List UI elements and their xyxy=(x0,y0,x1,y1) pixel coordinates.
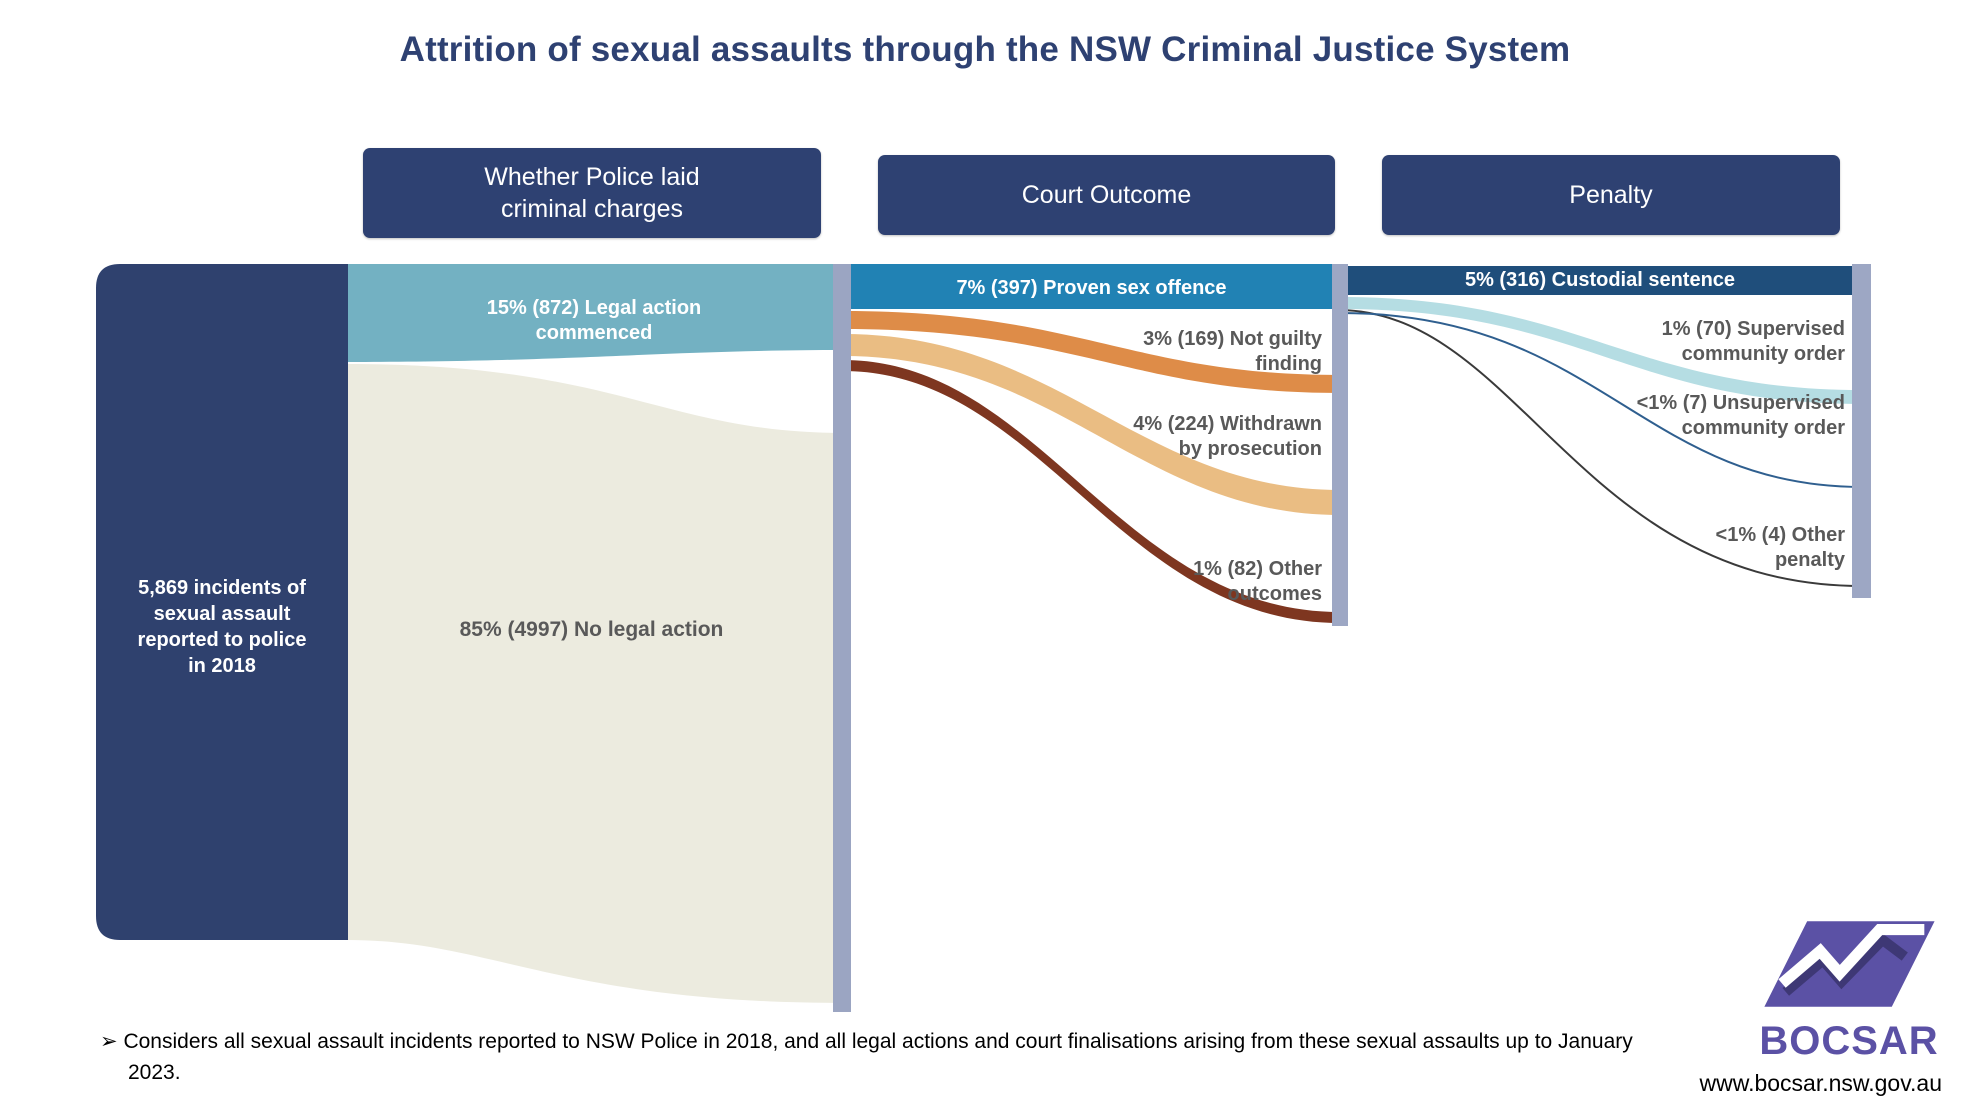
label-line: community order xyxy=(1681,417,1845,439)
column-header-penalty: Penalty xyxy=(1382,155,1840,235)
police-node-bar xyxy=(833,264,851,1012)
label-line: 3% (169) Not guilty xyxy=(1143,328,1322,350)
flow-withdrawn-by-prosecution xyxy=(843,334,1340,515)
bocsar-logo-word: BOCSAR xyxy=(1759,1019,1939,1063)
footnote-bullet-icon: ➢ xyxy=(100,1030,118,1053)
label-legal-action-commenced: 15% (872) Legal action commenced xyxy=(355,296,833,346)
footnote-text: Considers all sexual assault incidents r… xyxy=(117,1030,1633,1084)
flow-unsupervised-community-order xyxy=(1339,312,1863,488)
label-line: <1% (4) Other xyxy=(1715,524,1845,546)
label-other-penalty: <1% (4) Other penalty xyxy=(1580,523,1845,573)
flow-proven-sex-offence xyxy=(843,264,1340,309)
bocsar-logo-mark-icon xyxy=(1764,921,1935,1007)
label-unsupervised-community-order: <1% (7) Unsupervised community order xyxy=(1580,391,1845,441)
label-withdrawn-by-prosecution: 4% (224) Withdrawn by prosecution xyxy=(1060,412,1322,462)
label-no-legal-action: 85% (4997) No legal action xyxy=(350,617,833,642)
court-node-bar xyxy=(1332,264,1348,626)
column-header-police-charges-text: Whether Police laid criminal charges xyxy=(484,161,699,225)
label-line: 7% (397) Proven sex offence xyxy=(956,277,1227,299)
source-node-line: reported to police xyxy=(137,629,307,651)
source-node-line: sexual assault xyxy=(153,603,291,625)
bocsar-logo: BOCSAR xyxy=(1756,916,1942,1064)
header-line: Court Outcome xyxy=(1021,181,1192,209)
label-line: commenced xyxy=(535,322,653,344)
flow-other-penalty xyxy=(1339,309,1863,587)
label-other-outcomes: 1% (82) Other outcomes xyxy=(1060,557,1322,607)
page-title: Attrition of sexual assaults through the… xyxy=(399,30,1571,69)
header-line: Whether Police laid xyxy=(484,163,700,191)
label-line: 15% (872) Legal action xyxy=(486,297,702,319)
logo-shadow-zigzag xyxy=(1782,933,1908,996)
label-custodial-sentence: 5% (316) Custodial sentence xyxy=(1348,268,1852,293)
source-node-line: 5,869 incidents of xyxy=(138,577,306,599)
label-line: 85% (4997) No legal action xyxy=(459,618,724,641)
column-header-police-charges: Whether Police laid criminal charges xyxy=(363,148,821,238)
penalty-node-bar xyxy=(1852,264,1871,598)
label-line: community order xyxy=(1681,343,1845,365)
bocsar-url: www.bocsar.nsw.gov.au xyxy=(1699,1070,1942,1096)
label-line: <1% (7) Unsupervised xyxy=(1636,392,1845,414)
source-node-label: 5,869 incidents of sexual assault report… xyxy=(96,575,348,679)
flow-not-guilty-finding xyxy=(843,311,1340,393)
label-line: 4% (224) Withdrawn xyxy=(1133,413,1322,435)
label-line: finding xyxy=(1255,353,1322,375)
column-header-court-outcome: Court Outcome xyxy=(878,155,1335,235)
header-line: Penalty xyxy=(1569,181,1653,209)
label-line: 1% (70) Supervised xyxy=(1661,318,1845,340)
label-not-guilty-finding: 3% (169) Not guilty finding xyxy=(1060,327,1322,377)
flow-supervised-community-order xyxy=(1340,297,1862,404)
footnote: ➢ Considers all sexual assault incidents… xyxy=(100,1026,1638,1088)
label-line: by prosecution xyxy=(1178,438,1322,460)
source-node xyxy=(96,264,348,940)
label-proven-sex-offence: 7% (397) Proven sex offence xyxy=(851,276,1332,301)
header-line: criminal charges xyxy=(500,195,683,223)
flow-no-legal-action xyxy=(348,364,845,1003)
label-supervised-community-order: 1% (70) Supervised community order xyxy=(1580,317,1845,367)
logo-white-zigzag xyxy=(1778,924,1925,988)
source-node-line: in 2018 xyxy=(188,655,256,677)
flow-legal-action-commenced xyxy=(348,264,845,362)
label-line: 1% (82) Other xyxy=(1193,558,1322,580)
label-line: outcomes xyxy=(1227,583,1322,605)
label-line: 5% (316) Custodial sentence xyxy=(1464,269,1736,291)
flow-custodial-sentence xyxy=(1340,266,1862,295)
label-line: penalty xyxy=(1774,549,1845,571)
